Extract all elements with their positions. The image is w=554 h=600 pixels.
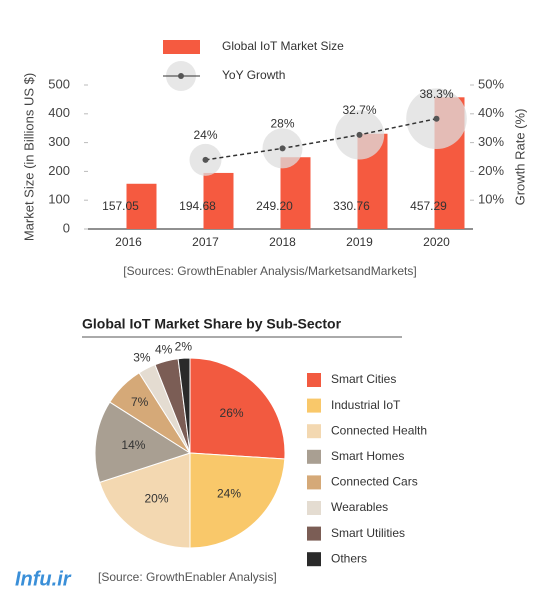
- y2-tick-label: 50%: [478, 76, 504, 91]
- x-tick-label: 2019: [346, 235, 373, 249]
- bar: [203, 172, 234, 229]
- slice-label: 2%: [175, 339, 193, 353]
- legend-swatch: [307, 449, 321, 464]
- pie-title: Global IoT Market Share by Sub-Sector: [82, 316, 342, 332]
- pie-slice: [94, 401, 192, 483]
- pie-slice: [99, 452, 191, 549]
- legend-label: Smart Cities: [331, 372, 396, 386]
- source: [Source: GrowthEnabler Analysis]: [98, 570, 277, 584]
- slice-label: 20%: [144, 491, 168, 505]
- pie-slice: [189, 357, 286, 460]
- bar-label: 194.68: [179, 199, 216, 213]
- bar-label: 249.20: [256, 199, 293, 213]
- legend-dot: [178, 73, 184, 79]
- legend-label: Connected Cars: [331, 475, 418, 489]
- slice-label: 3%: [133, 351, 151, 365]
- x-tick-label: 2018: [269, 235, 296, 249]
- growth-label: 24%: [193, 128, 217, 142]
- y2-tick-label: 10%: [478, 192, 504, 207]
- y-tick-label: 300: [48, 134, 70, 149]
- legend-label: Smart Utilities: [331, 526, 405, 540]
- y-tick-label: 500: [48, 76, 70, 91]
- bar: [126, 183, 157, 229]
- legend-swatch: [307, 501, 321, 515]
- growth-line: [205, 117, 437, 161]
- y2-tick-label: 20%: [478, 163, 504, 178]
- legend-label: Industrial IoT: [331, 398, 401, 412]
- bar-label: 457.29: [410, 199, 447, 213]
- x-tick-label: 2017: [192, 235, 219, 249]
- point: [279, 145, 286, 152]
- y-tick-label: 200: [48, 163, 70, 178]
- slice-label: 14%: [121, 438, 145, 452]
- point: [433, 115, 440, 122]
- point: [356, 131, 363, 138]
- bar-label: 157.05: [102, 199, 139, 213]
- slice-label: 7%: [131, 395, 149, 409]
- y-tick-label: 0: [63, 220, 70, 235]
- y-axis-label: Market Size (in Billions US $): [21, 73, 36, 241]
- pie-slice: [189, 452, 286, 549]
- slice-label: 26%: [220, 406, 244, 420]
- legend-label: Connected Health: [331, 423, 427, 437]
- slice-label: 24%: [217, 487, 241, 501]
- bar-label: 330.76: [333, 199, 370, 213]
- legend-label: Others: [331, 551, 367, 565]
- legend-label: Global IoT Market Size: [222, 39, 344, 53]
- slice-label: 4%: [155, 343, 173, 357]
- legend-swatch: [307, 475, 321, 490]
- watermark: Infu.ir: [15, 568, 72, 590]
- x-tick-label: 2016: [115, 235, 142, 249]
- legend-swatch: [307, 552, 321, 567]
- legend-swatch: [163, 40, 200, 54]
- legend-label: Wearables: [331, 500, 388, 514]
- legend-swatch: [307, 424, 321, 439]
- legend-swatch: [307, 526, 321, 541]
- legend-label: Smart Homes: [331, 449, 404, 463]
- y-tick-label: 100: [48, 192, 70, 207]
- x-tick-label: 2020: [423, 235, 450, 249]
- y2-axis-label: Growth Rate (%): [512, 109, 527, 206]
- point: [202, 156, 209, 163]
- y2-tick-label: 40%: [478, 105, 504, 120]
- growth-label: 38.3%: [419, 87, 453, 101]
- legend-label: YoY Growth: [222, 68, 285, 82]
- bar: [280, 157, 311, 229]
- source: [Sources: GrowthEnabler Analysis/Markets…: [123, 264, 416, 278]
- legend-swatch: [307, 398, 321, 413]
- growth-label: 32.7%: [342, 103, 376, 117]
- y2-tick-label: 30%: [478, 134, 504, 149]
- growth-label: 28%: [270, 117, 294, 131]
- pie-slice: [177, 357, 191, 454]
- y-tick-label: 400: [48, 105, 70, 120]
- legend-swatch: [307, 373, 321, 387]
